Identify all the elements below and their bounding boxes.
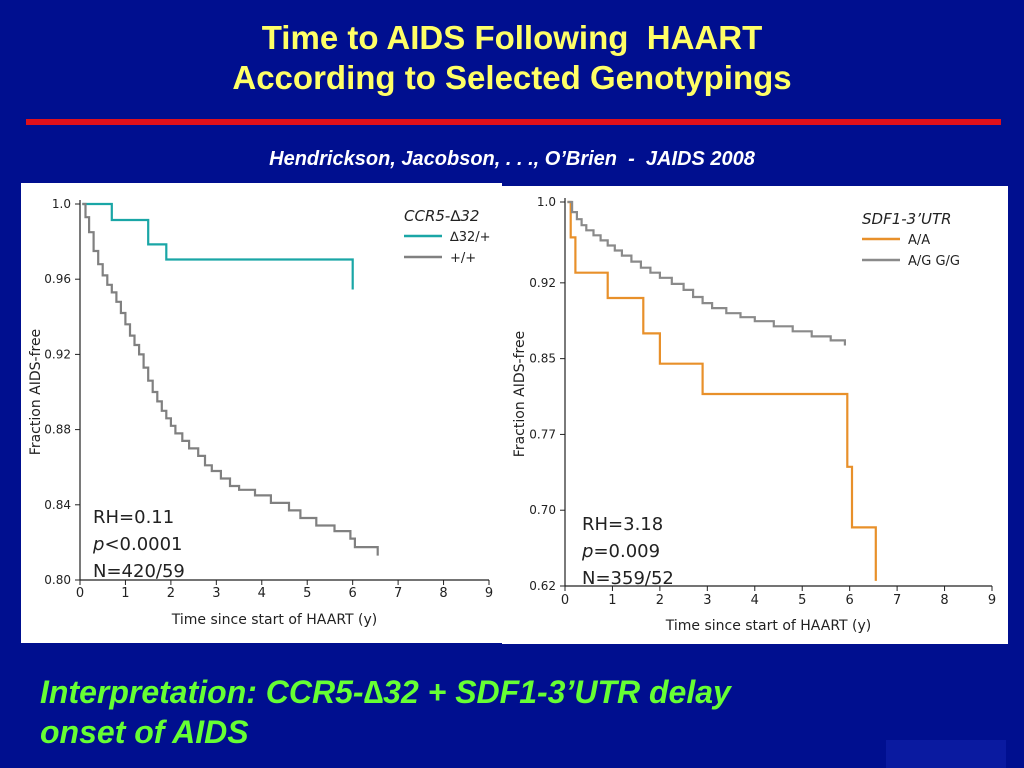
y-tick-label: 0.96 — [44, 272, 71, 286]
citation: Hendrickson, Jacobson, . . ., O’Brien - … — [269, 148, 755, 170]
stats-line: p<0.0001 — [92, 534, 183, 555]
legend-title: CCR5-∆32 — [404, 207, 479, 225]
chart-panel-ccr5: 1.0 0.96 0.92 0.88 0.84 0.80 0 1 2 3 4 5 6 7 8 9 Time si… — [21, 183, 502, 643]
y-tick-label: 0.84 — [44, 498, 71, 512]
x-tick-label: 1 — [608, 593, 616, 608]
y-tick-label: 0.77 — [529, 427, 556, 441]
series-group — [567, 200, 877, 581]
series-group — [82, 202, 379, 556]
legend-entry: +/+ — [450, 251, 476, 266]
x-tick-label: 1 — [121, 586, 129, 601]
title-divider — [26, 119, 1001, 125]
x-tick-label: 3 — [212, 586, 220, 601]
x-tick-label: 8 — [940, 593, 948, 608]
x-tick-label: 0 — [561, 593, 569, 608]
km-chart-ccr5: 1.0 0.96 0.92 0.88 0.84 0.80 0 1 2 3 4 5 6 7 8 9 Time si… — [28, 197, 493, 628]
legend: CCR5-∆32 ∆32/+ +/+ — [404, 207, 491, 266]
corner-decoration — [886, 740, 1006, 768]
series-line-1 — [567, 200, 877, 581]
slide-title: Time to AIDS Following HAART According t… — [0, 18, 1024, 98]
x-tick-label: 6 — [349, 586, 357, 601]
legend-entry: A/A — [908, 233, 930, 248]
y-tick-label: 0.92 — [44, 347, 71, 361]
stats-annotation: RH=3.18 p=0.009 N=359/52 — [581, 514, 674, 589]
y-tick-label: 1.0 — [537, 195, 556, 209]
interpretation: Interpretation: CCR5-∆32 + SDF1-3’UTR de… — [40, 672, 1000, 752]
y-tick-label: 1.0 — [52, 197, 71, 211]
x-tick-label: 4 — [258, 586, 266, 601]
y-tick-label: 0.85 — [529, 352, 556, 366]
x-tick-label: 9 — [988, 593, 996, 608]
y-tick-label: 0.92 — [529, 276, 556, 290]
x-axis-label: Time since start of HAART (y) — [665, 618, 872, 634]
stats-line: RH=0.11 — [93, 507, 174, 528]
stats-line: N=420/59 — [93, 561, 185, 582]
x-tick-label: 7 — [394, 586, 402, 601]
interpretation-line-2: onset of AIDS — [40, 714, 249, 750]
y-tick-label: 0.80 — [44, 573, 71, 587]
series-line-2 — [82, 202, 379, 556]
legend-title: SDF1-3’UTR — [862, 210, 952, 228]
x-tick-label: 2 — [167, 586, 175, 601]
interpretation-line-1: Interpretation: CCR5-∆32 + SDF1-3’UTR de… — [40, 674, 731, 710]
stats-annotation: RH=0.11 p<0.0001 N=420/59 — [92, 507, 185, 582]
axes: 1.0 0.92 0.85 0.77 0.70 0.62 0 1 2 3 4 5 6 7 8 9 — [529, 195, 996, 608]
y-tick-label: 0.62 — [529, 579, 556, 593]
series-line-2 — [567, 200, 846, 346]
axes: 1.0 0.96 0.92 0.88 0.84 0.80 0 1 2 3 4 5 6 7 8 9 — [44, 197, 493, 601]
x-tick-label: 8 — [439, 586, 447, 601]
y-axis-label: Fraction AIDS-free — [512, 331, 528, 457]
stats-line: p=0.009 — [581, 541, 660, 562]
x-tick-label: 9 — [485, 586, 493, 601]
km-chart-sdf1: 1.0 0.92 0.85 0.77 0.70 0.62 0 1 2 3 4 5 6 7 8 9 Time si… — [512, 195, 996, 634]
y-tick-label: 0.88 — [44, 423, 71, 437]
y-axis-label: Fraction AIDS-free — [28, 329, 44, 455]
x-tick-label: 4 — [751, 593, 759, 608]
x-tick-label: 5 — [303, 586, 311, 601]
chart-panel-sdf1: 1.0 0.92 0.85 0.77 0.70 0.62 0 1 2 3 4 5 6 7 8 9 Time si… — [502, 186, 1008, 644]
x-tick-label: 5 — [798, 593, 806, 608]
x-tick-label: 6 — [846, 593, 854, 608]
legend-entry: ∆32/+ — [449, 230, 491, 245]
series-line-1 — [82, 202, 354, 290]
legend: SDF1-3’UTR A/A A/G G/G — [862, 210, 960, 269]
slide-title-line-2: According to Selected Genotypings — [232, 59, 792, 96]
x-axis-label: Time since start of HAART (y) — [171, 612, 378, 628]
legend-entry: A/G G/G — [908, 254, 960, 269]
x-tick-label: 0 — [76, 586, 84, 601]
x-tick-label: 3 — [703, 593, 711, 608]
stats-line: N=359/52 — [582, 568, 674, 589]
y-tick-label: 0.70 — [529, 503, 556, 517]
stats-line: RH=3.18 — [582, 514, 663, 535]
x-tick-label: 7 — [893, 593, 901, 608]
x-tick-label: 2 — [656, 593, 664, 608]
slide-title-line-1: Time to AIDS Following HAART — [261, 19, 763, 56]
